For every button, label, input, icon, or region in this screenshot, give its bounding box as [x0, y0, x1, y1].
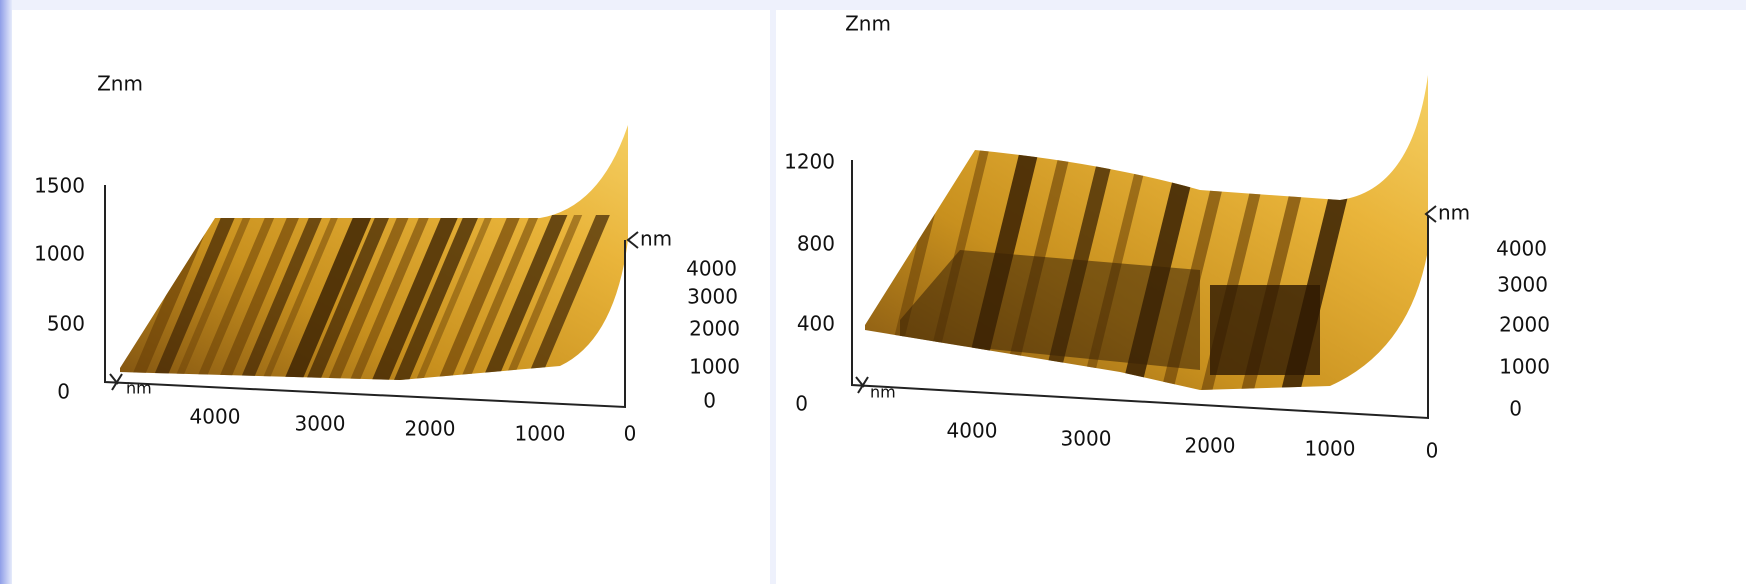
- y-tick-label: 0: [703, 389, 716, 413]
- y-axis-label: nm: [640, 227, 672, 251]
- z-tick-label: 1000: [34, 242, 85, 266]
- left-edge: [0, 0, 12, 584]
- y-tick-label: 4000: [1496, 237, 1547, 261]
- x-tick-label: 0: [1426, 439, 1439, 463]
- z-tick-label: 1500: [34, 174, 85, 198]
- z-tick-label: 0: [57, 380, 70, 404]
- y-tick-label: 1000: [1499, 355, 1550, 379]
- x-tick-label: 2000: [405, 417, 456, 441]
- x-tick-label: 0: [624, 422, 637, 446]
- x-tick-label: 2000: [1185, 434, 1236, 458]
- dark-patch: [1210, 285, 1320, 375]
- page: AFM surface plots {"panels": [ {"z_label…: [0, 0, 1746, 584]
- y-tick-label: 3000: [1497, 273, 1548, 297]
- y-tick-label: 0: [1509, 397, 1522, 421]
- z-tick-label: 400: [797, 312, 835, 336]
- y-tick-label: 2000: [1499, 313, 1550, 337]
- z-tick-label: 800: [797, 232, 835, 256]
- x-tick-label: 3000: [1061, 427, 1112, 451]
- y-tick-label: 2000: [689, 317, 740, 341]
- origin-label: nm: [870, 383, 896, 402]
- y-tick-label: 1000: [689, 355, 740, 379]
- y-axis-label: nm: [1438, 201, 1470, 225]
- x-tick-label: 4000: [190, 405, 241, 429]
- z-tick-label: 0: [795, 392, 808, 416]
- z-tick-label: 500: [47, 312, 85, 336]
- x-tick-label: 1000: [515, 422, 566, 446]
- z-tick-label: 1200: [784, 150, 835, 174]
- z-axis-label: Znm: [97, 72, 143, 96]
- x-tick-label: 1000: [1305, 437, 1356, 461]
- z-axis-label: Znm: [845, 12, 891, 36]
- x-tick-label: 4000: [947, 419, 998, 443]
- origin-label: nm: [126, 379, 152, 398]
- screen: Znm15001000500040003000200010000nm400030…: [0, 0, 1746, 584]
- body: Znm15001000500040003000200010000nm400030…: [0, 0, 1746, 584]
- y-tick-label: 3000: [687, 285, 738, 309]
- x-tick-label: 3000: [295, 412, 346, 436]
- y-tick-label: 4000: [686, 257, 737, 281]
